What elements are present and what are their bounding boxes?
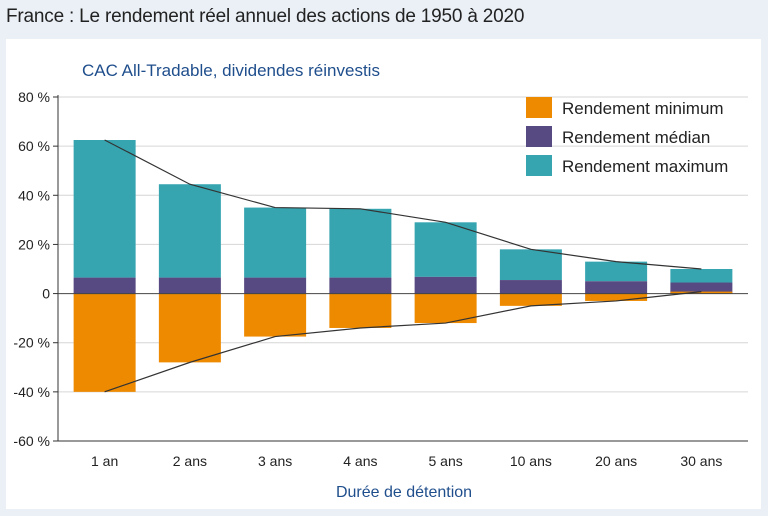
x-tick-label: 1 an [91, 453, 118, 469]
bar-maximum [244, 207, 307, 278]
y-tick-label: 0 [42, 286, 50, 302]
bar-chart: CAC All-Tradable, dividendes réinvestis … [13, 61, 748, 501]
y-tick-label: 40 % [18, 187, 50, 203]
bar-maximum [158, 184, 221, 278]
bar-maximum [329, 208, 392, 278]
bar-median [499, 280, 562, 294]
y-axis: 80 % 60 % 40 % 20 % 0 -20 % -40 % -60 % [13, 89, 59, 449]
y-tick-label: 60 % [18, 138, 50, 154]
bar-median [73, 277, 136, 294]
legend-swatch [526, 126, 552, 147]
bar-maximum [414, 222, 477, 277]
bar-minimum [158, 293, 221, 363]
legend-label: Rendement minimum [562, 99, 724, 118]
chart-subtitle: CAC All-Tradable, dividendes réinvestis [82, 61, 380, 80]
bar-minimum [244, 293, 307, 337]
x-tick-label: 20 ans [595, 453, 637, 469]
bar-maximum [585, 261, 648, 282]
envelope-lines [104, 139, 702, 393]
bar-minimum [585, 293, 648, 301]
x-tick-label: 5 ans [429, 453, 463, 469]
bars [58, 140, 748, 392]
legend-swatch [526, 155, 552, 176]
bar-median [585, 281, 648, 294]
bar-minimum [329, 293, 392, 328]
y-tick-label: -20 % [13, 335, 50, 351]
x-tick-label: 30 ans [680, 453, 722, 469]
bar-minimum [670, 291, 733, 294]
bar-minimum [73, 293, 136, 392]
legend-swatch [526, 97, 552, 118]
x-axis-label: Durée de détention [336, 484, 472, 501]
bar-minimum [414, 293, 477, 324]
legend-label: Rendement médian [562, 128, 710, 147]
legend: Rendement minimum Rendement médian Rendeme… [526, 97, 728, 176]
y-tick-label: -40 % [13, 384, 50, 400]
max-envelope-line [104, 139, 702, 270]
bar-maximum [499, 249, 562, 281]
y-tick-label: 80 % [18, 89, 50, 105]
x-tick-label: 2 ans [173, 453, 207, 469]
min-envelope-line [104, 291, 702, 393]
legend-label: Rendement maximum [562, 157, 728, 176]
bar-median [244, 277, 307, 294]
bar-median [329, 277, 392, 294]
y-tick-label: 20 % [18, 236, 50, 252]
bar-maximum [73, 140, 136, 278]
y-tick-label: -60 % [13, 433, 50, 449]
x-tick-label: 10 ans [510, 453, 552, 469]
chart-title: France : Le rendement réel annuel des ac… [6, 6, 525, 27]
chart-panel: CAC All-Tradable, dividendes réinvestis … [6, 39, 761, 509]
bar-median [158, 277, 221, 294]
x-tick-label: 3 ans [258, 453, 292, 469]
x-axis: 1 an 2 ans 3 ans 4 ans 5 ans 10 ans 20 ans 30 a… [58, 440, 748, 469]
bar-median [670, 282, 733, 294]
bar-minimum [499, 293, 562, 306]
bar-maximum [670, 269, 733, 283]
bar-median [414, 276, 477, 294]
x-tick-label: 4 ans [343, 453, 377, 469]
